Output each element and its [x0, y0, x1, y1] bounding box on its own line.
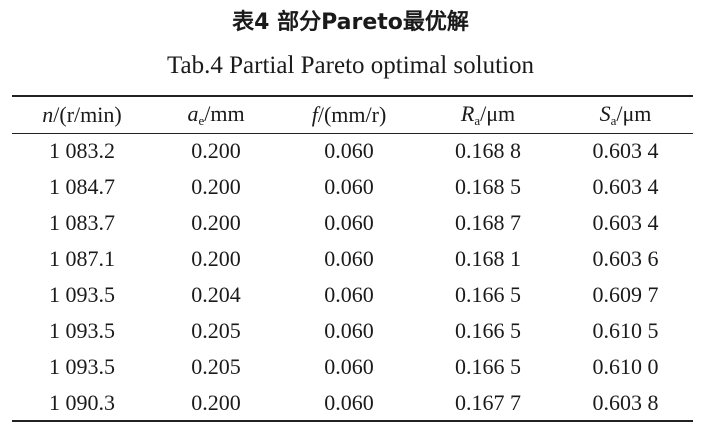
table-cell: 0.603 6	[592, 246, 659, 271]
symbol: n	[42, 101, 54, 127]
table-cell: 0.060	[324, 138, 374, 164]
symbol: R	[460, 100, 475, 126]
table-cell: 0.060	[324, 282, 374, 307]
unit: /μm	[480, 100, 516, 126]
table-cell: 0.609 7	[592, 282, 659, 307]
table-cell: 0.603 8	[592, 389, 659, 415]
table-cell: 0.603 4	[592, 210, 659, 235]
unit: /mm	[204, 100, 245, 126]
table-cell: 0.200	[191, 389, 241, 415]
table-cell: 0.060	[324, 354, 374, 379]
table-row: 1 083.2 0.200 0.060 0.168 8 0.603 4	[12, 133, 693, 169]
table-cell: 0.060	[324, 174, 374, 199]
table-cell: 0.200	[191, 138, 241, 164]
table-row: 1 090.3 0.200 0.060 0.167 7 0.603 8	[12, 385, 693, 421]
table-cell: 1 084.7	[49, 174, 115, 199]
table-row: 1 093.5 0.204 0.060 0.166 5 0.609 7	[12, 277, 693, 313]
table-cell: 0.205	[191, 318, 241, 343]
table-cell: 0.610 5	[592, 318, 659, 343]
column-header: Sa/μm	[558, 96, 693, 133]
symbol: f	[311, 101, 318, 127]
table-cell: 1 083.7	[49, 210, 115, 235]
column-header: ae/mm	[152, 96, 280, 133]
table-cell: 0.166 5	[455, 318, 521, 343]
column-header: n/(r/min)	[12, 96, 152, 133]
table-row: 1 093.5 0.205 0.060 0.166 5 0.610 0	[12, 349, 693, 385]
table-cell: 1 093.5	[49, 282, 115, 307]
subscript: a	[474, 112, 481, 128]
table-cell: 0.200	[191, 174, 241, 199]
column-header: Ra/μm	[418, 96, 558, 133]
table-cell: 0.060	[324, 246, 374, 271]
table-cell: 0.204	[191, 282, 241, 307]
table-cell: 0.610 0	[592, 354, 659, 379]
unit: /μm	[616, 100, 652, 126]
subscript: e	[198, 112, 205, 128]
table-subtitle: Tab.4 Partial Pareto optimal solution	[167, 52, 534, 79]
symbol: S	[599, 100, 611, 126]
table-cell: 1 087.1	[49, 246, 115, 271]
table-cell: 0.060	[324, 210, 374, 235]
table-cell: 0.205	[191, 354, 241, 379]
table-cell: 0.168 5	[455, 174, 521, 199]
table-cell: 1 093.5	[49, 354, 115, 379]
header-row: n/(r/min) ae/mm f/(mm/r) Ra/μm Sa/μm	[12, 96, 693, 133]
table-cell: 0.603 4	[592, 138, 659, 164]
table-cell: 0.166 5	[455, 282, 521, 307]
column-header: f/(mm/r)	[280, 96, 418, 133]
table-cell: 1 093.5	[49, 318, 115, 343]
subscript: a	[610, 112, 617, 128]
symbol: a	[187, 100, 199, 126]
table-body: 1 083.2 0.200 0.060 0.168 8 0.603 4 1 084.7 0.…	[12, 133, 693, 421]
table-row: 1 084.7 0.200 0.060 0.168 5 0.603 4	[12, 169, 693, 205]
table-cell: 0.168 8	[455, 138, 521, 164]
table-row: 1 093.5 0.205 0.060 0.166 5 0.610 5	[12, 313, 693, 349]
unit: /(r/min)	[53, 101, 122, 127]
table-row: 1 083.7 0.200 0.060 0.168 7 0.603 4	[12, 205, 693, 241]
table-head: n/(r/min) ae/mm f/(mm/r) Ra/μm Sa/μm	[12, 96, 693, 133]
table-cell: 0.168 7	[455, 210, 521, 235]
table-cell: 0.603 4	[592, 174, 659, 199]
table-cell: 1 090.3	[49, 389, 115, 415]
table: n/(r/min) ae/mm f/(mm/r) Ra/μm Sa/μm 1 0…	[12, 95, 693, 422]
table-cell: 0.060	[324, 318, 374, 343]
table-cell: 0.167 7	[455, 389, 521, 415]
table-cell: 0.200	[191, 210, 241, 235]
table-cell: 0.166 5	[455, 354, 521, 379]
table-cell: 0.168 1	[455, 246, 521, 271]
table-cell: 0.060	[324, 389, 374, 415]
table-title: 表4 部分Pareto最优解	[232, 10, 469, 35]
table-cell: 0.200	[191, 246, 241, 271]
unit: /(mm/r)	[317, 101, 387, 127]
table-cell: 1 083.2	[49, 138, 115, 164]
table-row: 1 087.1 0.200 0.060 0.168 1 0.603 6	[12, 241, 693, 277]
